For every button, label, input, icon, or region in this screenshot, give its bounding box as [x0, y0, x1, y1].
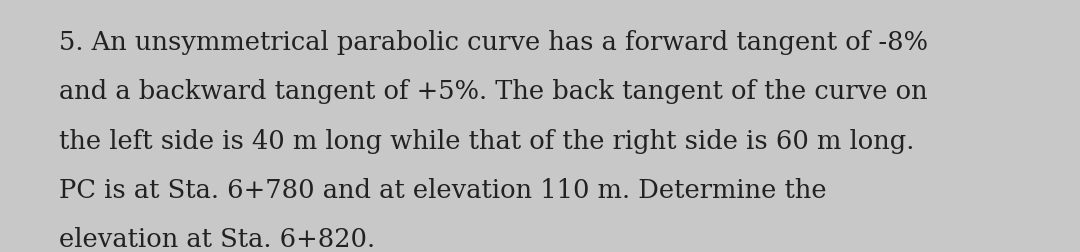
- Text: PC is at Sta. 6+780 and at elevation 110 m. Determine the: PC is at Sta. 6+780 and at elevation 110…: [59, 178, 827, 203]
- Text: and a backward tangent of +5%. The back tangent of the curve on: and a backward tangent of +5%. The back …: [59, 79, 928, 104]
- Text: 5. An unsymmetrical parabolic curve has a forward tangent of -8%: 5. An unsymmetrical parabolic curve has …: [59, 30, 929, 55]
- Text: the left side is 40 m long while that of the right side is 60 m long.: the left side is 40 m long while that of…: [59, 129, 915, 153]
- Text: elevation at Sta. 6+820.: elevation at Sta. 6+820.: [59, 227, 376, 252]
